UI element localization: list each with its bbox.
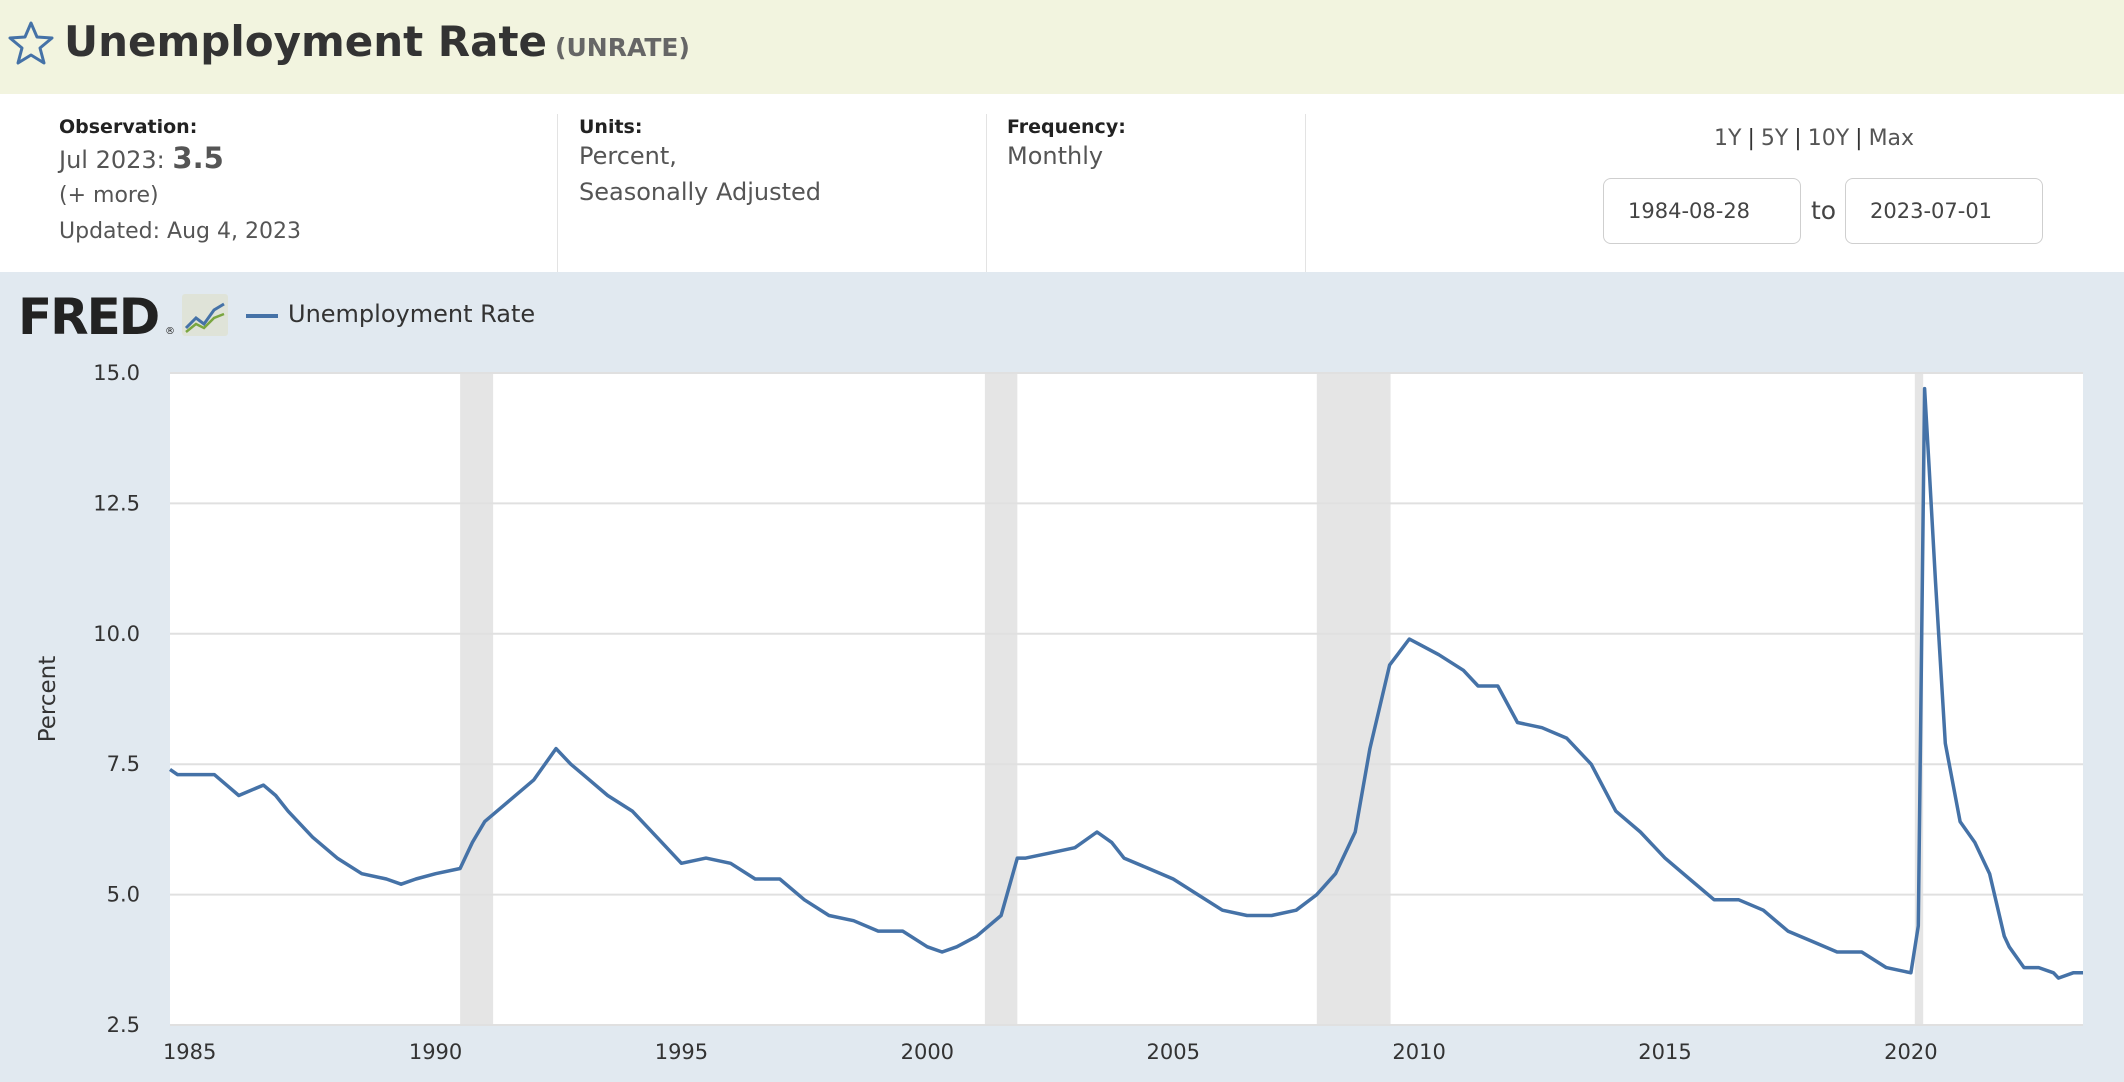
series-id: (UNRATE) xyxy=(555,33,690,62)
gridlines xyxy=(170,372,2083,1026)
x-tick-label: 2010 xyxy=(1392,1040,1445,1064)
range-link-1y[interactable]: 1Y xyxy=(1714,126,1742,151)
series-line-unemployment-rate xyxy=(168,386,2083,980)
more-link[interactable]: (+ more) xyxy=(59,183,159,208)
x-tick-label: 1995 xyxy=(655,1040,708,1064)
observation-date: Jul 2023: xyxy=(59,146,165,174)
series-layer xyxy=(168,386,2083,980)
plot-background xyxy=(170,373,2083,1025)
range-separator: | xyxy=(1855,126,1863,151)
y-tick-label: 10.0 xyxy=(93,622,140,646)
to-label: to xyxy=(1811,196,1837,225)
units-line2: Seasonally Adjusted xyxy=(579,178,822,206)
start-date-input[interactable] xyxy=(1603,178,1801,244)
fred-chart-icon xyxy=(182,294,228,336)
x-tick-label: 1990 xyxy=(409,1040,462,1064)
frequency-value: Monthly xyxy=(1007,142,1104,170)
series-title: Unemployment Rate xyxy=(64,17,548,66)
star-icon[interactable] xyxy=(8,20,54,66)
updated-date: Updated: Aug 4, 2023 xyxy=(59,219,301,244)
fred-registered-mark: ® xyxy=(165,326,175,337)
legend-label: Unemployment Rate xyxy=(288,300,536,328)
y-tick-label: 2.5 xyxy=(107,1013,140,1037)
divider xyxy=(557,114,558,272)
divider xyxy=(986,114,987,272)
observation-value: 3.5 xyxy=(172,141,224,175)
y-tick-label: 15.0 xyxy=(93,361,140,385)
legend-swatch xyxy=(246,314,278,318)
x-tick-label: 2000 xyxy=(901,1040,954,1064)
x-axis-ticks: 1985 1990 1995 2000 2005 2010 2015 2020 xyxy=(163,1040,1938,1064)
y-tick-label: 7.5 xyxy=(107,752,140,776)
y-axis-ticks: 2.5 5.0 7.5 10.0 12.5 15.0 xyxy=(93,361,140,1037)
observation-label: Observation: xyxy=(59,116,198,138)
y-axis-title: Percent xyxy=(35,656,61,743)
page-title: Unemployment Rate (UNRATE) xyxy=(64,14,690,76)
range-link-5y[interactable]: 5Y xyxy=(1760,126,1789,151)
x-tick-label: 2015 xyxy=(1638,1040,1691,1064)
units-label: Units: xyxy=(579,116,643,138)
recession-band xyxy=(460,373,494,1025)
x-tick-label: 2005 xyxy=(1146,1040,1199,1064)
recession-band xyxy=(1316,373,1391,1025)
frequency-label: Frequency: xyxy=(1007,116,1126,138)
fred-logo[interactable]: FRED xyxy=(18,288,160,346)
range-links: 1Y | 5Y | 10Y | Max xyxy=(1714,126,1914,151)
title-bar xyxy=(0,0,2124,94)
range-link-10y[interactable]: 10Y xyxy=(1807,126,1850,151)
end-date-input[interactable] xyxy=(1845,178,2043,244)
x-tick-label: 2020 xyxy=(1884,1040,1937,1064)
x-tick-label: 1985 xyxy=(163,1040,216,1064)
units-block: Units: Percent, Seasonally Adjusted xyxy=(579,116,821,210)
units-line1: Percent, xyxy=(579,142,677,170)
range-link-max[interactable]: Max xyxy=(1868,126,1915,151)
y-tick-label: 12.5 xyxy=(93,491,140,515)
frequency-block: Frequency: Monthly xyxy=(1007,116,1126,174)
recession-band xyxy=(1914,373,1924,1025)
range-separator: | xyxy=(1747,126,1755,151)
range-separator: | xyxy=(1794,126,1802,151)
observation-block: Observation: Jul 2023: 3.5 (+ more) Upda… xyxy=(59,116,301,250)
divider xyxy=(1305,114,1306,272)
y-tick-label: 5.0 xyxy=(107,883,140,907)
